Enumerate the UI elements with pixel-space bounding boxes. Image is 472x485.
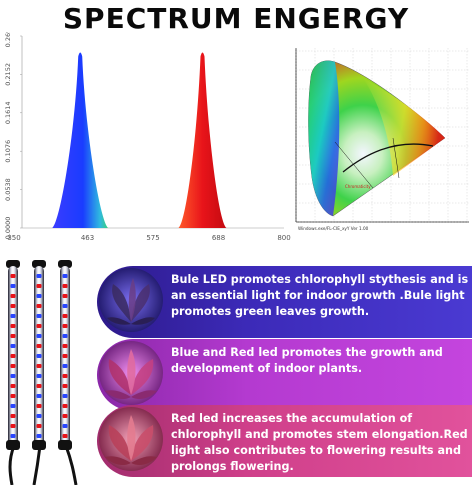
card-text: Bule LED promotes chlorophyll stythesis … [171, 273, 469, 318]
blue-led-card: Bule LED promotes chlorophyll stythesis … [97, 266, 472, 338]
x-tick-label: 575 [146, 234, 159, 242]
page-title: SPECTRUM ENGERGY [62, 2, 410, 35]
y-tick-label: 0.2691 [4, 32, 12, 47]
plant-photo-icon [99, 341, 163, 405]
x-tick-label: 350 [7, 234, 20, 242]
plant-photo-icon [99, 407, 163, 471]
red-peak [178, 52, 227, 229]
blue-red-led-card: Blue and Red led promotes the growth and… [97, 339, 472, 411]
planckian-locus [342, 143, 434, 173]
y-tick-label: 0.1076 [4, 140, 12, 163]
svg-text:Chromaticity: Chromaticity [345, 184, 371, 189]
y-tick-label: 0.1614 [4, 101, 12, 124]
x-tick-label: 800 [277, 234, 290, 242]
cie-chromaticity-diagram: Chromaticity Windows.exe/FL-CIE_xyY Ver … [293, 38, 472, 234]
x-tick-label: 463 [81, 234, 94, 242]
plant-photo-icon [99, 268, 163, 332]
x-tick-label: 688 [212, 234, 225, 242]
y-tick-label: 0.2152 [4, 63, 12, 86]
led-strip-icon [6, 260, 78, 485]
cie-caption: Windows.exe/FL-CIE_xyY Ver 1.00 [298, 226, 369, 231]
red-led-card: Red led increases the accumulation of ch… [97, 405, 472, 477]
card-text: Red led increases the accumulation of ch… [171, 412, 468, 473]
y-tick-label: 0.0538 [4, 178, 12, 201]
card-text: Blue and Red led promotes the growth and… [171, 346, 443, 375]
y-tick-label: 0.0000 [4, 217, 12, 240]
spectrum-chart: 0.0000 0.0538 0.1076 0.1614 0.2152 0.2691 350… [4, 32, 291, 242]
blue-peak [52, 52, 109, 229]
